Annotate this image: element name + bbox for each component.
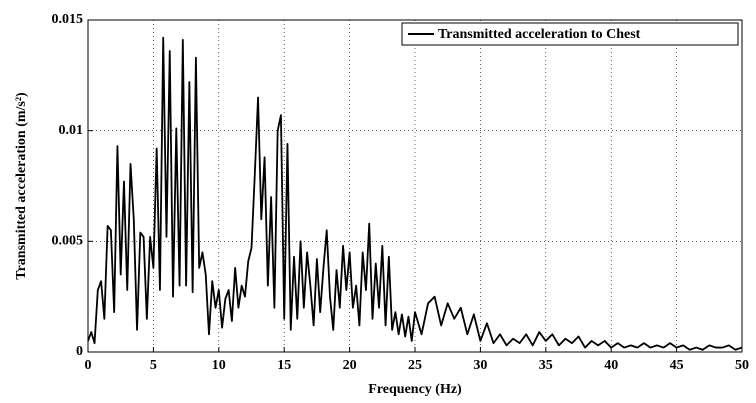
legend-box (401, 22, 739, 46)
plot-frame (87, 19, 743, 353)
y-tick-label: 0.005 (52, 234, 84, 249)
legend-label: Transmitted acceleration to Chest (438, 27, 641, 42)
x-tick-label: 50 (735, 358, 749, 373)
y-axis-label: Transmitted acceleration (m/s²) (14, 92, 29, 280)
x-tick-label: 20 (343, 358, 357, 373)
x-tick-label: 25 (408, 358, 422, 373)
y-tick-label: 0.01 (59, 123, 84, 138)
x-tick-label: 0 (85, 358, 92, 373)
x-tick-label: 40 (604, 358, 618, 373)
x-tick-label: 10 (212, 358, 226, 373)
y-tick-label: 0.015 (52, 12, 84, 27)
x-tick-label: 30 (473, 358, 487, 373)
data-line (87, 36, 743, 351)
x-tick-label: 15 (277, 358, 291, 373)
x-tick-label: 45 (670, 358, 684, 373)
x-tick-label: 35 (539, 358, 553, 373)
plot-area (88, 20, 742, 352)
y-tick-label: 0 (76, 344, 83, 359)
x-axis-label: Frequency (Hz) (368, 382, 462, 397)
x-tick-label: 5 (150, 358, 157, 373)
